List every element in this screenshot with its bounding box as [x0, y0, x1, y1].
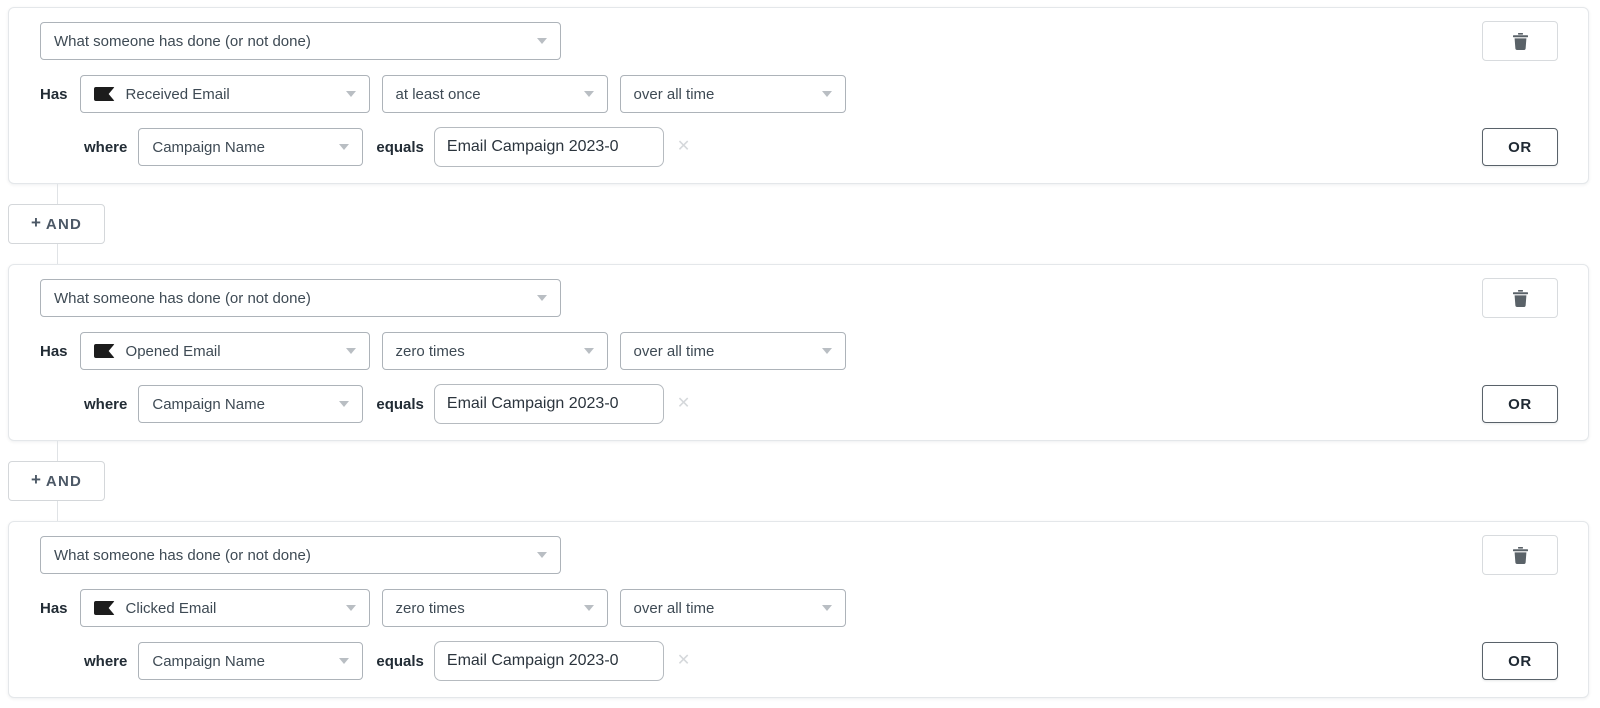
caret-down-icon	[583, 348, 594, 354]
add-and-button[interactable]: + AND	[8, 204, 105, 244]
action-value: Opened Email	[125, 342, 221, 360]
where-label: where	[84, 138, 128, 156]
condition-type-value: What someone has done (or not done)	[54, 32, 311, 50]
caret-down-icon	[537, 552, 547, 558]
property-select[interactable]: Campaign Name	[138, 642, 364, 680]
condition-block-1: What someone has done (or not done) Has …	[8, 7, 1589, 184]
equals-label: equals	[376, 395, 424, 413]
or-button[interactable]: OR	[1482, 385, 1558, 423]
action-select[interactable]: Clicked Email	[79, 589, 370, 627]
condition-type-value: What someone has done (or not done)	[54, 289, 311, 307]
timeframe-select[interactable]: over all time	[619, 332, 846, 370]
add-and-button[interactable]: + AND	[8, 461, 105, 501]
property-value: Campaign Name	[152, 395, 265, 413]
filter-value-input[interactable]	[433, 127, 664, 167]
trash-icon	[1512, 546, 1528, 564]
email-flag-icon	[93, 601, 115, 615]
caret-down-icon	[537, 38, 547, 44]
caret-down-icon	[821, 348, 832, 354]
equals-label: equals	[376, 652, 424, 670]
delete-condition-button[interactable]	[1482, 535, 1558, 575]
caret-down-icon	[345, 91, 356, 97]
condition-type-select[interactable]: What someone has done (or not done)	[40, 22, 561, 60]
and-label: AND	[45, 472, 83, 490]
or-button[interactable]: OR	[1482, 128, 1558, 166]
timeframe-select[interactable]: over all time	[619, 589, 846, 627]
condition-type-row: What someone has done (or not done)	[40, 535, 1558, 575]
action-row: Has Clicked Email zero times over all ti…	[40, 589, 1558, 627]
delete-condition-button[interactable]	[1482, 278, 1558, 318]
frequency-value: at least once	[395, 85, 481, 103]
caret-down-icon	[339, 401, 350, 407]
email-flag-icon	[93, 344, 115, 358]
trash-icon	[1512, 289, 1528, 307]
connector: + AND	[8, 184, 1589, 264]
action-row: Has Opened Email zero times over all tim…	[40, 332, 1558, 370]
email-flag-icon	[93, 87, 115, 101]
condition-type-row: What someone has done (or not done)	[40, 278, 1558, 318]
filter-row: where Campaign Name equals ✕ OR	[40, 127, 1558, 167]
filter-group: where Campaign Name equals ✕	[84, 641, 690, 681]
filter-row: where Campaign Name equals ✕ OR	[40, 641, 1558, 681]
clear-value-icon[interactable]: ✕	[676, 138, 691, 155]
caret-down-icon	[339, 658, 350, 664]
action-select[interactable]: Received Email	[79, 75, 370, 113]
frequency-value: zero times	[395, 599, 465, 617]
and-label: AND	[45, 215, 83, 233]
frequency-select[interactable]: zero times	[381, 589, 608, 627]
caret-down-icon	[345, 605, 356, 611]
caret-down-icon	[537, 295, 547, 301]
filter-group: where Campaign Name equals ✕	[84, 384, 690, 424]
clear-value-icon[interactable]: ✕	[676, 395, 691, 412]
action-value: Clicked Email	[125, 599, 217, 617]
caret-down-icon	[583, 605, 594, 611]
frequency-select[interactable]: at least once	[381, 75, 608, 113]
action-value: Received Email	[125, 85, 230, 103]
or-button[interactable]: OR	[1482, 642, 1558, 680]
plus-icon: +	[30, 470, 41, 489]
plus-icon: +	[30, 213, 41, 232]
timeframe-value: over all time	[633, 599, 715, 617]
caret-down-icon	[345, 348, 356, 354]
condition-type-row: What someone has done (or not done)	[40, 21, 1558, 61]
has-label: Has	[40, 85, 68, 103]
equals-label: equals	[376, 138, 424, 156]
caret-down-icon	[583, 91, 594, 97]
frequency-select[interactable]: zero times	[381, 332, 608, 370]
condition-type-select[interactable]: What someone has done (or not done)	[40, 536, 561, 574]
filter-value-input[interactable]	[433, 641, 664, 681]
filter-value-input[interactable]	[433, 384, 664, 424]
timeframe-value: over all time	[633, 85, 715, 103]
trash-icon	[1512, 32, 1528, 50]
condition-block-2: What someone has done (or not done) Has …	[8, 264, 1589, 441]
where-label: where	[84, 652, 128, 670]
has-label: Has	[40, 599, 68, 617]
has-label: Has	[40, 342, 68, 360]
delete-condition-button[interactable]	[1482, 21, 1558, 61]
action-select[interactable]: Opened Email	[79, 332, 370, 370]
caret-down-icon	[821, 605, 832, 611]
condition-block-3: What someone has done (or not done) Has …	[8, 521, 1589, 698]
timeframe-select[interactable]: over all time	[619, 75, 846, 113]
property-value: Campaign Name	[152, 652, 265, 670]
action-row: Has Received Email at least once over al…	[40, 75, 1558, 113]
caret-down-icon	[821, 91, 832, 97]
property-select[interactable]: Campaign Name	[138, 128, 364, 166]
property-value: Campaign Name	[152, 138, 265, 156]
filter-row: where Campaign Name equals ✕ OR	[40, 384, 1558, 424]
where-label: where	[84, 395, 128, 413]
timeframe-value: over all time	[633, 342, 715, 360]
filter-group: where Campaign Name equals ✕	[84, 127, 690, 167]
property-select[interactable]: Campaign Name	[138, 385, 364, 423]
condition-type-select[interactable]: What someone has done (or not done)	[40, 279, 561, 317]
condition-type-value: What someone has done (or not done)	[54, 546, 311, 564]
caret-down-icon	[339, 144, 350, 150]
clear-value-icon[interactable]: ✕	[676, 652, 691, 669]
frequency-value: zero times	[395, 342, 465, 360]
connector: + AND	[8, 441, 1589, 521]
